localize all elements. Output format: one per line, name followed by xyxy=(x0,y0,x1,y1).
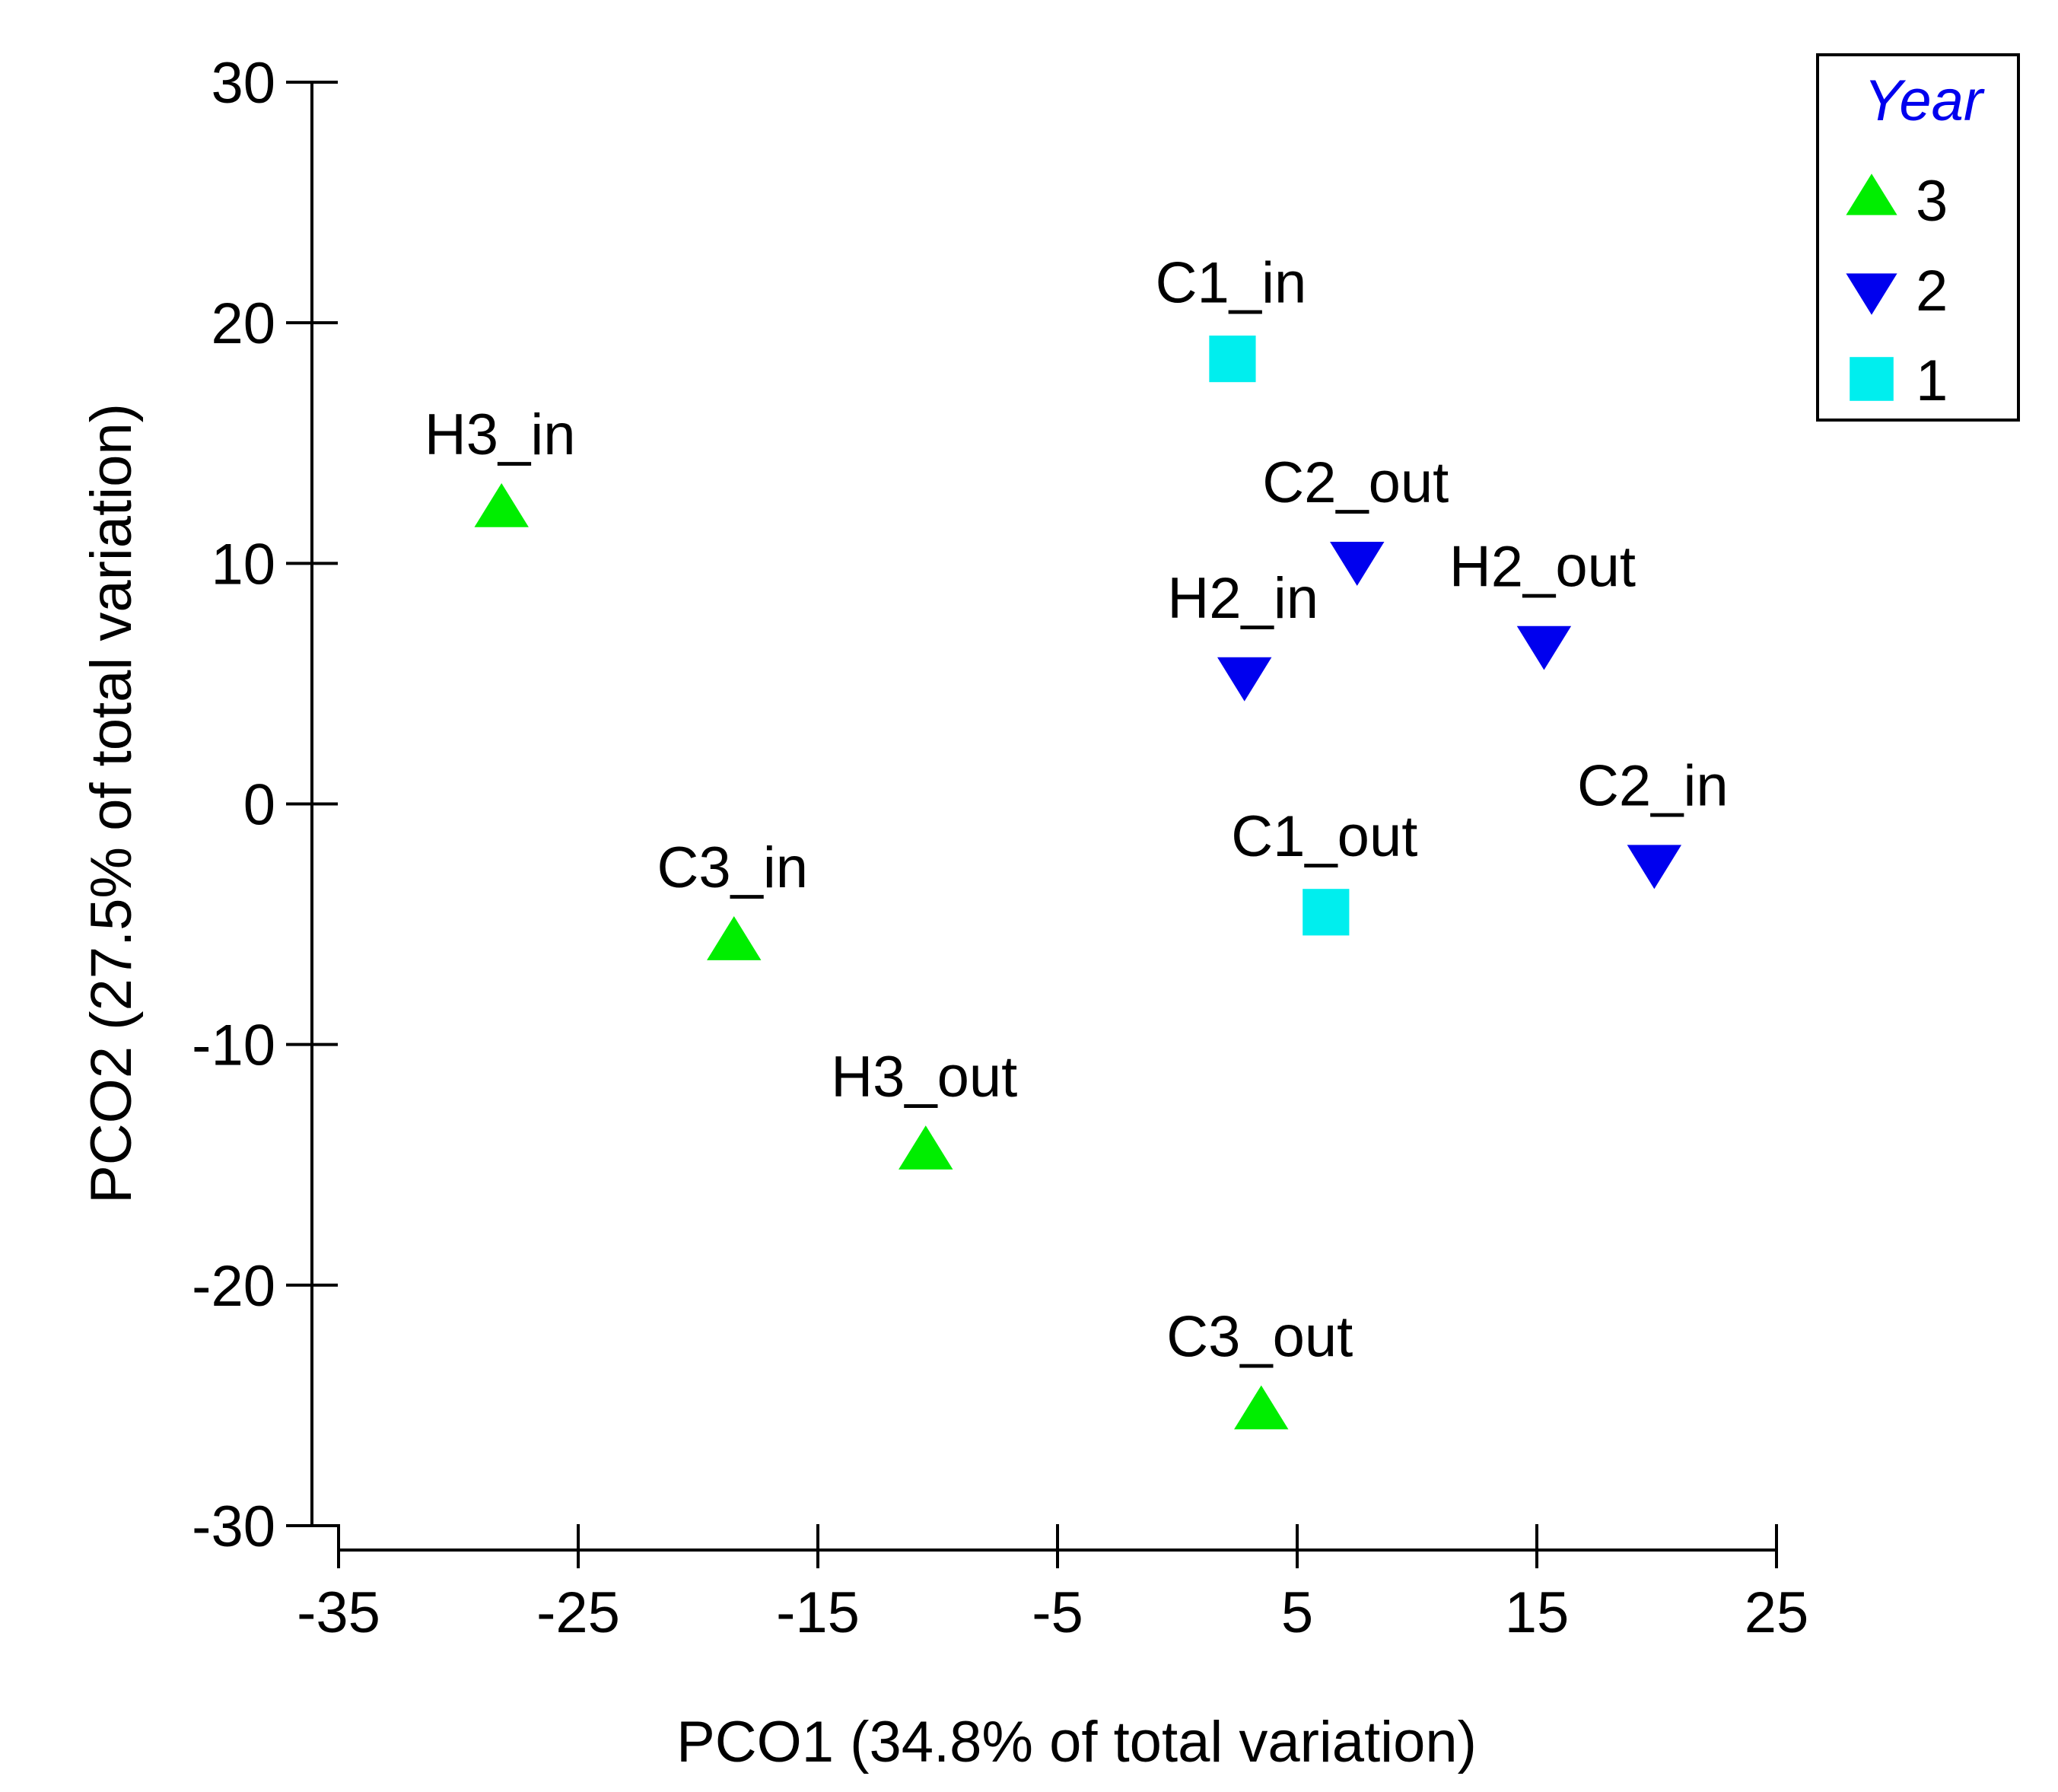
point-marker-h3-out xyxy=(899,1125,953,1170)
point-marker-c3-out xyxy=(1234,1385,1289,1430)
data-points: H3_in C3_in H3_out C3_out C2_out H2_in H2_out C… xyxy=(425,251,1729,1430)
point-label-c2-in: C2_in xyxy=(1577,753,1729,818)
point-marker-c3-in xyxy=(707,916,762,960)
point-marker-c1-in xyxy=(1209,335,1256,383)
legend-label-1: 1 xyxy=(1916,349,1948,413)
point-label-h2-out: H2_out xyxy=(1449,535,1636,600)
legend-marker-1 xyxy=(1850,357,1894,401)
y-tick-label: -20 xyxy=(192,1254,275,1319)
point-marker-c2-out xyxy=(1330,542,1385,586)
point-marker-h2-out xyxy=(1516,625,1572,670)
point-label-c3-in: C3_in xyxy=(657,836,808,900)
y-axis-title: PCO2 (27.5% of total variation) xyxy=(79,403,144,1204)
point-label-c2-out: C2_out xyxy=(1262,450,1449,515)
point-label-h3-in: H3_in xyxy=(425,403,576,467)
legend-title: Year xyxy=(1864,68,1985,133)
point-label-h3-out: H3_out xyxy=(831,1045,1017,1109)
x-tick-label: -15 xyxy=(776,1580,860,1645)
x-tick-label: 25 xyxy=(1745,1580,1809,1645)
y-tick-label: -10 xyxy=(192,1014,275,1078)
legend-label-2: 2 xyxy=(1916,259,1948,323)
point-label-h2-in: H2_in xyxy=(1167,566,1318,631)
y-tick-label: -30 xyxy=(192,1494,275,1559)
y-tick-label: 0 xyxy=(243,773,275,838)
point-label-c1-out: C1_out xyxy=(1231,804,1417,869)
y-tick-label: 10 xyxy=(211,532,275,597)
y-tick-label: 20 xyxy=(211,291,275,356)
legend-label-3: 3 xyxy=(1916,169,1948,234)
x-tick-label: -25 xyxy=(536,1580,620,1645)
x-tick-label: 5 xyxy=(1281,1580,1313,1645)
x-tick-label: 15 xyxy=(1505,1580,1570,1645)
x-axis-title: PCO1 (34.8% of total variation) xyxy=(676,1710,1477,1774)
legend-marker-2 xyxy=(1846,273,1897,315)
point-label-c3-out: C3_out xyxy=(1166,1304,1353,1369)
axes: 30 20 10 0 -10 -20 -30 -35 -25 -15 -5 5 15 25 xyxy=(192,51,1808,1645)
y-tick-label: 30 xyxy=(211,51,275,116)
x-tick-label: -35 xyxy=(297,1580,380,1645)
point-marker-c1-out xyxy=(1303,889,1350,936)
point-marker-c2-in xyxy=(1627,845,1682,890)
point-marker-h2-in xyxy=(1217,657,1272,702)
legend: Year 3 2 1 xyxy=(1816,53,2020,422)
legend-marker-3 xyxy=(1846,173,1897,215)
point-marker-h3-in xyxy=(474,482,529,527)
x-tick-label: -5 xyxy=(1032,1580,1083,1645)
point-label-c1-in: C1_in xyxy=(1156,251,1307,316)
